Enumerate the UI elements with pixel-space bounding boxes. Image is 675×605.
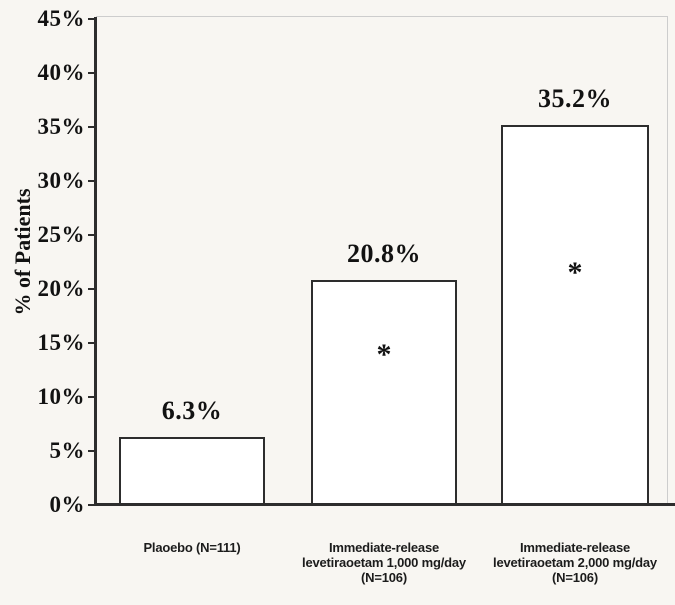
y-tick-label: 30% — [37, 168, 85, 193]
y-tick-label: 0% — [49, 492, 85, 517]
y-tick-label: 40% — [37, 60, 85, 85]
y-axis-line — [94, 17, 97, 506]
y-tick-label: 20% — [37, 276, 85, 301]
bar-value-label: 6.3% — [161, 396, 223, 425]
tick-mark — [88, 126, 96, 128]
tick-row: 25% — [0, 222, 96, 248]
tick-mark — [88, 288, 96, 290]
tick-mark — [88, 504, 96, 506]
tick-mark — [88, 450, 96, 452]
significance-asterisk: * — [376, 338, 392, 371]
tick-mark — [88, 396, 96, 398]
y-tick-label: 35% — [37, 114, 85, 139]
tick-mark — [88, 234, 96, 236]
x-category-label: Immediate-release levetiraoetam 2,000 mg… — [493, 540, 657, 585]
x-category-label: Immediate-release levetiraoetam 1,000 mg… — [302, 540, 466, 585]
tick-row: 15% — [0, 330, 96, 356]
significance-asterisk: * — [567, 256, 583, 289]
tick-row: 10% — [0, 384, 96, 410]
y-tick-label: 45% — [37, 6, 85, 31]
bar-value-label: 20.8% — [347, 239, 421, 268]
y-tick-label: 15% — [37, 330, 85, 355]
plot-area — [96, 16, 668, 505]
bar-placebo — [119, 437, 265, 505]
tick-row: 20% — [0, 276, 96, 302]
tick-mark — [88, 72, 96, 74]
y-tick-label: 25% — [37, 222, 85, 247]
bar-value-label: 35.2% — [538, 84, 612, 113]
tick-row: 30% — [0, 168, 96, 194]
bar-levetiracetam-2000 — [501, 125, 649, 505]
tick-row: 5% — [0, 438, 96, 464]
y-tick-label: 5% — [49, 438, 85, 463]
tick-row: 45% — [0, 6, 96, 32]
x-category-label: Plaoebo (N=111) — [143, 540, 241, 555]
bar-levetiracetam-1000 — [311, 280, 457, 505]
y-tick-label: 10% — [37, 384, 85, 409]
tick-row: 0% — [0, 492, 96, 518]
tick-mark — [88, 18, 96, 20]
tick-row: 35% — [0, 114, 96, 140]
tick-mark — [88, 180, 96, 182]
tick-row: 40% — [0, 60, 96, 86]
tick-mark — [88, 342, 96, 344]
